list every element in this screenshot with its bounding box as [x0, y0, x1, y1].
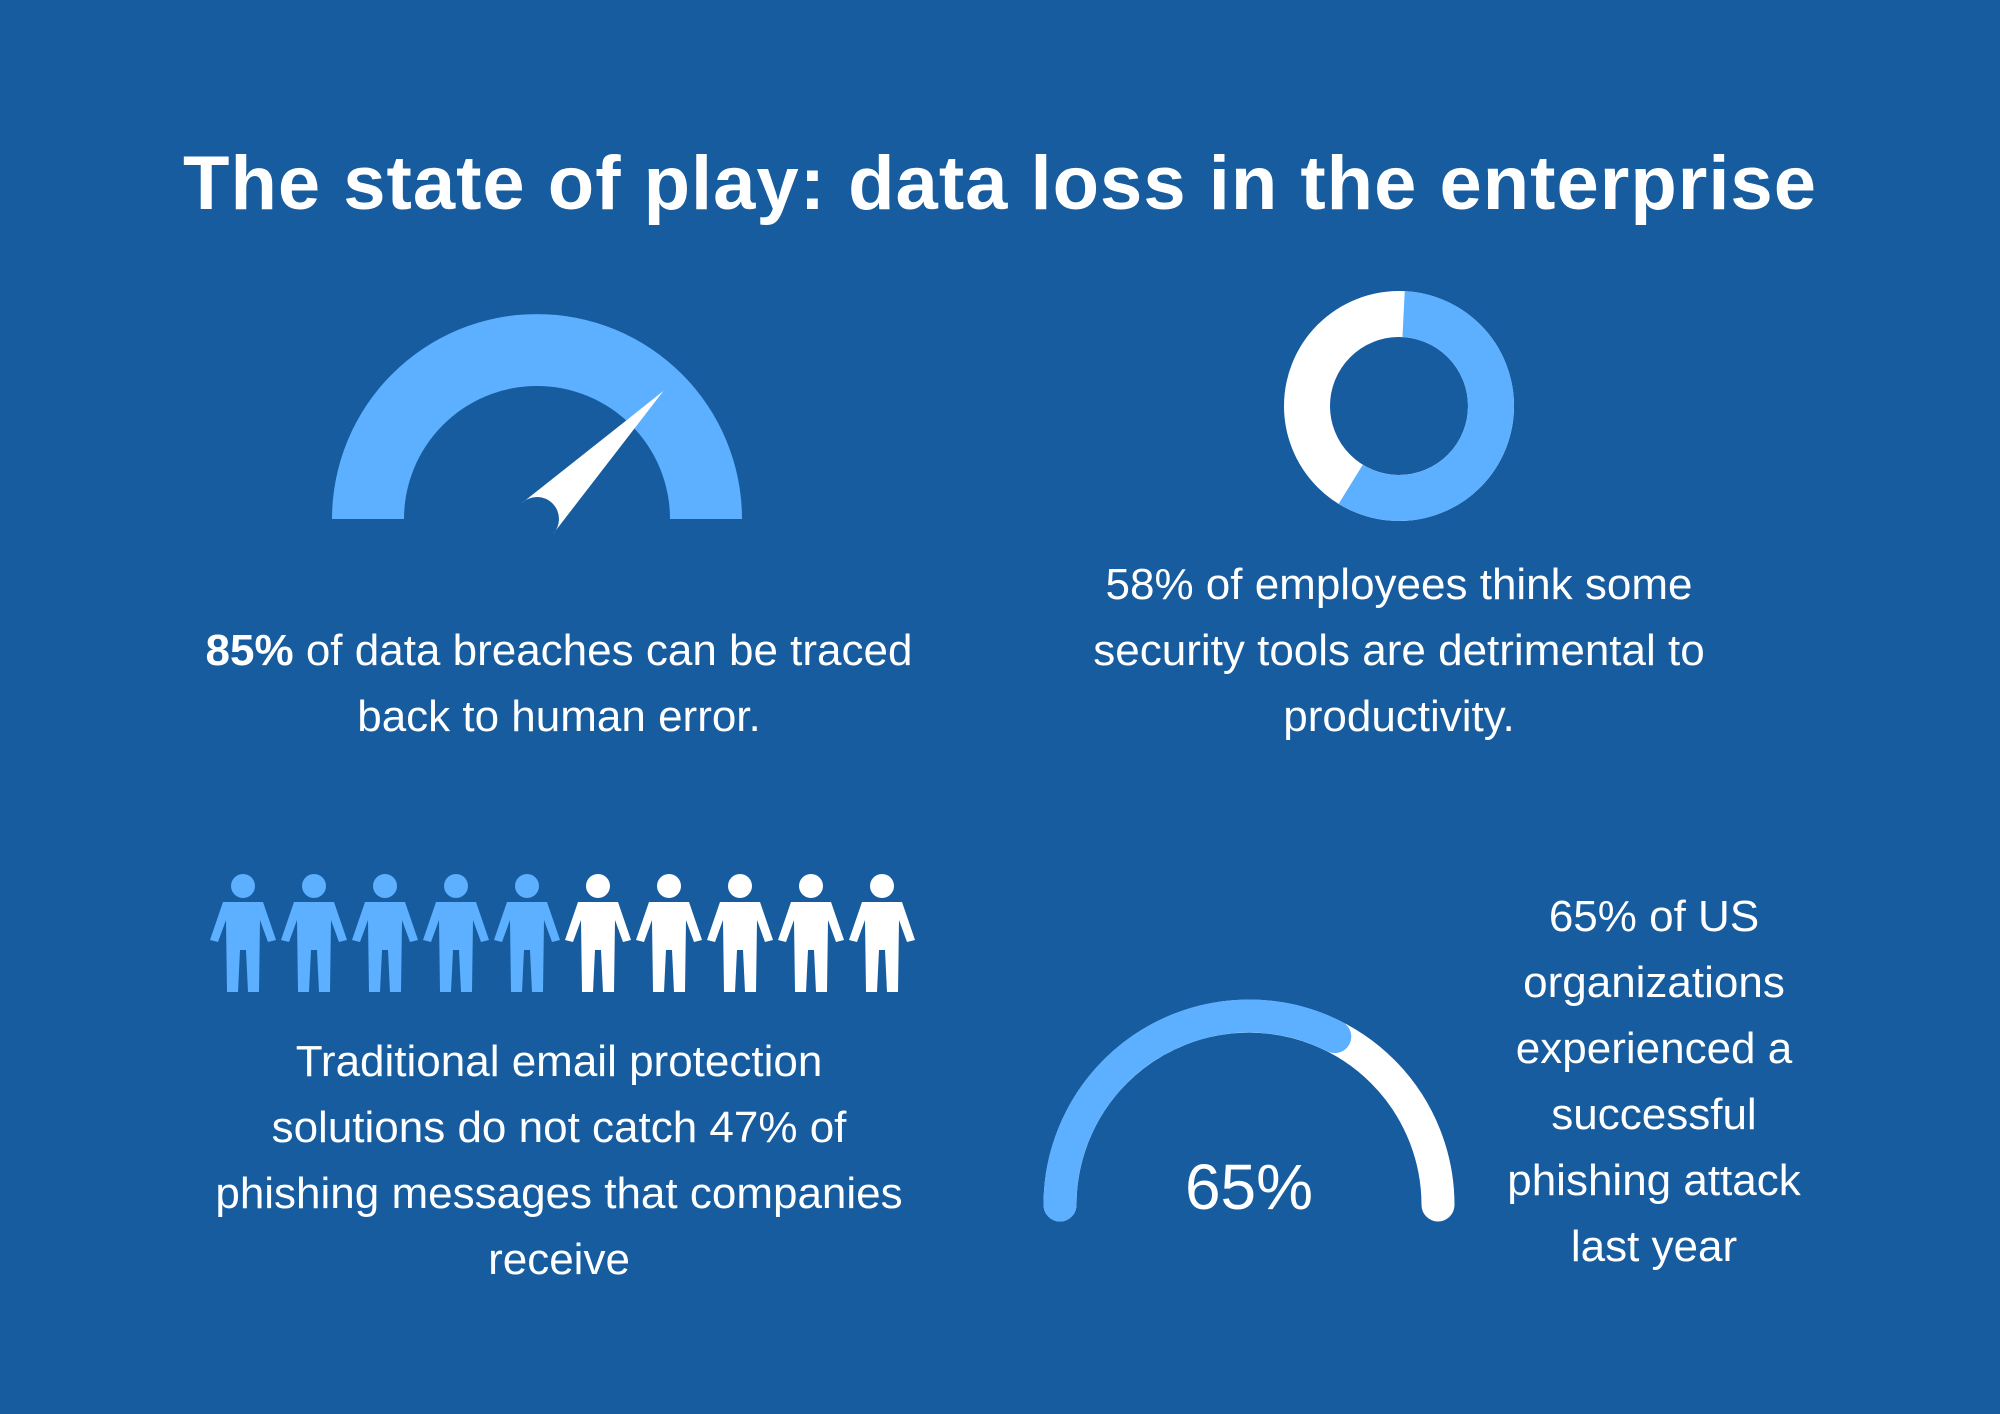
person-icon [423, 874, 489, 992]
stat-line: organizations [1523, 958, 1785, 1007]
stat-email-protection-text: Traditional email protection solutions d… [159, 1029, 959, 1293]
person-icon [778, 874, 844, 992]
person-icon [636, 874, 702, 992]
stat-line: security tools are detrimental to [1093, 626, 1705, 675]
page-title: The state of play: data loss in the ente… [183, 141, 1817, 226]
stat-line: 65% of US [1548, 892, 1760, 941]
donut-segment [1338, 291, 1514, 521]
stat-line: experienced a [1515, 1024, 1793, 1073]
stat-line: receive [488, 1235, 630, 1284]
person-icon [707, 874, 773, 992]
person-icon [352, 874, 418, 992]
stat-text: back to human error. [357, 692, 761, 741]
stat-human-error-text: 85% of data breaches can be traced back … [159, 618, 959, 750]
stat-line: phishing attack [1507, 1156, 1801, 1205]
donut-chart-icon [1284, 291, 1514, 521]
stat-line: phishing messages that companies [215, 1169, 903, 1218]
people-icon [210, 874, 915, 992]
gauge-needle [521, 390, 664, 535]
stat-line: last year [1570, 1222, 1738, 1271]
person-icon [494, 874, 560, 992]
person-icon [849, 874, 915, 992]
speedometer-gauge-icon [332, 314, 742, 535]
semicircle-progress-icon [1043, 999, 1455, 1222]
gauge-value-label: 65% [1184, 1151, 1314, 1223]
person-icon [281, 874, 347, 992]
stat-phishing-text: 65% of US organizations experienced a su… [1454, 884, 1854, 1280]
stat-line: Traditional email protection [295, 1037, 823, 1086]
stat-line: successful [1551, 1090, 1757, 1139]
person-icon [565, 874, 631, 992]
person-icon [210, 874, 276, 992]
gauge-fill [1043, 999, 1352, 1222]
stat-line: productivity. [1283, 692, 1515, 741]
stat-text: of data breaches can be traced [293, 626, 913, 675]
gauge-arc [332, 314, 742, 519]
stat-security-tools-text: 58% of employees think some security too… [999, 552, 1799, 750]
stat-highlight: 85% [205, 626, 294, 675]
stat-line: solutions do not catch 47% of [271, 1103, 847, 1152]
stat-line: 58% of employees think some [1105, 560, 1693, 609]
